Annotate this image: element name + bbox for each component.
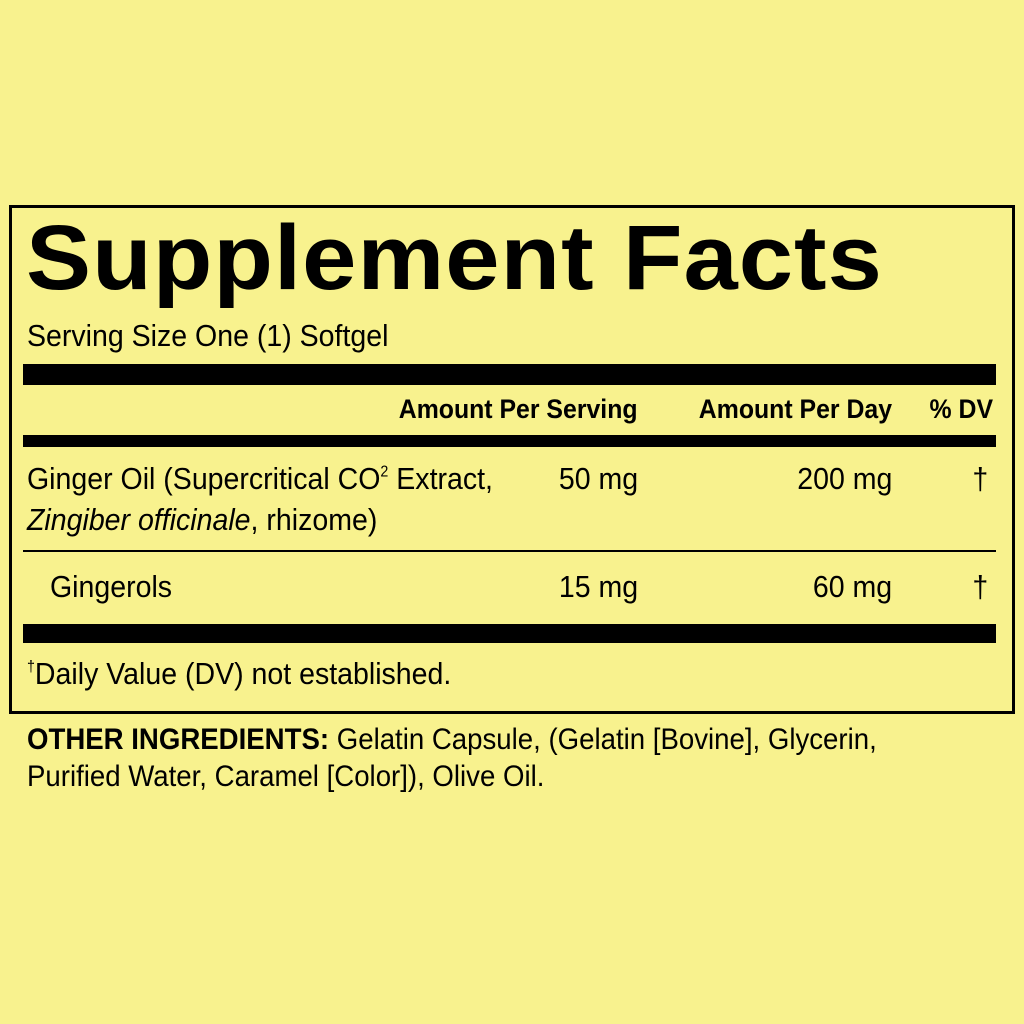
other-ingredients-text: Gelatin Capsule, (Gelatin [Bovine], Glyc… xyxy=(329,723,877,756)
amount-per-serving: 50 mg xyxy=(558,461,638,496)
serving-size: Serving Size One (1) Softgel xyxy=(27,318,389,353)
other-ingredients-line-2: Purified Water, Caramel [Color]), Olive … xyxy=(27,760,545,793)
amount-per-day: 60 mg xyxy=(812,569,892,604)
amount-per-day: 200 mg xyxy=(796,461,892,496)
thick-divider xyxy=(23,624,996,643)
dv-value: † xyxy=(972,569,988,604)
superscript: 2 xyxy=(380,463,389,481)
header-amount-per-serving: Amount Per Serving xyxy=(399,394,638,424)
ingredient-name-ginger-oil: Ginger Oil (Supercritical CO2 Extract, xyxy=(27,463,493,494)
thick-divider xyxy=(23,364,996,385)
footnote: †Daily Value (DV) not established. xyxy=(27,658,451,689)
panel-title: Supplement Facts xyxy=(26,207,883,309)
header-amount-per-day: Amount Per Day xyxy=(698,394,892,424)
ingredient-name-part: Extract, xyxy=(388,461,493,496)
ingredient-name-gingerols: Gingerols xyxy=(50,569,173,604)
header-dv: % DV xyxy=(929,394,993,424)
dv-value: † xyxy=(972,461,988,496)
thin-divider xyxy=(23,550,996,552)
other-ingredients-line-1: OTHER INGREDIENTS: Gelatin Capsule, (Gel… xyxy=(27,725,877,755)
footnote-text: Daily Value (DV) not established. xyxy=(34,656,452,691)
dagger-symbol: † xyxy=(27,658,35,676)
ingredient-source: Zingiber officinale, rhizome) xyxy=(27,504,377,535)
botanical-name: Zingiber officinale xyxy=(27,502,251,537)
plant-part: , rhizome) xyxy=(250,502,378,537)
other-ingredients-label: OTHER INGREDIENTS: xyxy=(27,723,330,756)
amount-per-serving: 15 mg xyxy=(558,569,638,604)
medium-divider xyxy=(23,435,996,447)
supplement-facts-panel xyxy=(9,205,1015,714)
ingredient-name-part: Ginger Oil (Supercritical CO xyxy=(27,461,381,496)
